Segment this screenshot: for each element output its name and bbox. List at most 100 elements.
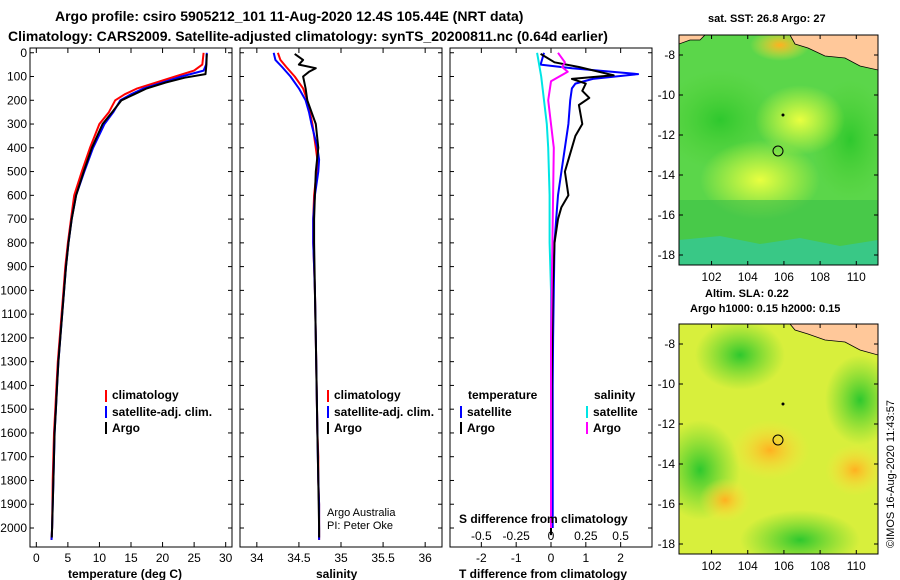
lon-tick-label: 104 [738, 270, 758, 284]
sla-high-patch [730, 420, 810, 480]
depth-tick-label: 300 [7, 117, 27, 131]
x-tick-label: 25 [187, 551, 201, 565]
depth-tick-label: 1300 [0, 355, 27, 369]
depth-tick-label: 400 [7, 141, 27, 155]
depth-tick-label: 2000 [0, 521, 27, 535]
series-argo [50, 53, 208, 538]
legend-climatology-label: climatology [112, 388, 179, 402]
difference-legend: temperature satellite Argo salinity sate… [459, 388, 638, 526]
lat-tick-label: -12 [658, 417, 676, 431]
temperature-axis-label: temperature (deg C) [68, 567, 182, 580]
annotation-argo-australia: Argo Australia [327, 507, 396, 519]
lat-tick-label: -14 [658, 457, 676, 471]
sla-patch [825, 355, 878, 445]
sla-map-frame [678, 323, 879, 555]
lat-tick-label: -12 [658, 128, 676, 142]
lat-tick-label: -8 [664, 337, 675, 351]
lat-tick-label: -16 [658, 497, 676, 511]
sst-map [679, 35, 878, 265]
series-satellite-adj-clim- [272, 52, 321, 540]
depth-tick-label: 1000 [0, 283, 27, 297]
lat-tick-label: -8 [664, 48, 675, 62]
depth-tick-label: 1100 [1, 307, 27, 321]
panel-2-content: 34 34.5 35 35.5 36 [240, 48, 442, 565]
s-tick-label: 0.5 [612, 529, 629, 543]
series-t-satellite [539, 52, 640, 528]
sst-map-frame [678, 34, 879, 266]
lon-tick-label: 108 [810, 270, 830, 284]
lat-tick-label: -14 [658, 168, 676, 182]
sst-map-axes: -8 -10 -12 -14 -16 -18 102 104 106 108 110 [658, 35, 878, 284]
legend-argo-label: Argo [334, 421, 362, 435]
salinity-axis-label: salinity [316, 567, 358, 580]
lon-tick-label: 106 [774, 270, 794, 284]
lat-tick-label: -18 [658, 537, 676, 551]
sst-map-title: sat. SST: 26.8 Argo: 27 [708, 13, 826, 25]
lon-tick-label: 104 [738, 559, 758, 573]
depth-tick-label: 800 [7, 236, 27, 250]
sst-cool-band [679, 236, 878, 265]
sla-map-axes: -8 -10 -12 -14 -16 -18 102 104 106 108 110 [658, 324, 878, 573]
series-s-argo [547, 52, 569, 528]
legend-t-argo-label: Argo [467, 421, 495, 435]
annotation-pi: PI: Peter Oke [327, 520, 393, 532]
sla-map [679, 324, 878, 554]
depth-tick-label: 1700 [0, 450, 27, 464]
christmas-island [781, 402, 785, 406]
series-argo [294, 53, 321, 538]
x-tick-label: 0 [33, 551, 40, 565]
salinity-legend: climatology satellite-adj. clim. Argo Ar… [327, 388, 434, 532]
s-tick-label: -0.25 [502, 529, 530, 543]
depth-tick-label: 1800 [0, 473, 27, 487]
x-tick-label: 0 [548, 551, 555, 565]
x-tick-label: -1 [511, 551, 522, 565]
christmas-island [781, 113, 785, 117]
title-line-2: Climatology: CARS2009. Satellite-adjuste… [8, 28, 608, 44]
land-java [789, 324, 878, 356]
legend-climatology-label: climatology [334, 388, 401, 402]
series-s-satellite [536, 52, 552, 528]
lon-tick-label: 110 [847, 559, 866, 573]
s-tick-label: 0 [548, 529, 555, 543]
x-tick-label: 15 [124, 551, 138, 565]
sla-high-patch [825, 444, 878, 496]
land-java [789, 35, 878, 71]
lon-tick-label: 102 [702, 559, 722, 573]
lon-tick-label: 102 [702, 270, 722, 284]
lon-tick-label: 106 [774, 559, 794, 573]
lat-tick-label: -10 [658, 377, 676, 391]
x-tick-label: 10 [93, 551, 107, 565]
x-tick-label: 36 [418, 551, 432, 565]
sla-patch [695, 324, 785, 390]
land-sumatra [679, 35, 706, 45]
temperature-plot-frame [29, 47, 233, 548]
s-tick-label: -0.5 [471, 529, 492, 543]
series-satellite-adj-clim- [50, 52, 208, 540]
legend-s-satellite-label: satellite [593, 405, 638, 419]
lon-tick-label: 110 [847, 270, 866, 284]
depth-tick-label: 1500 [0, 402, 27, 416]
legend-t-satellite-label: satellite [467, 405, 512, 419]
panel-3-content: -2 -1 0 1 2 -0.5 -0.25 0 0.25 0.5 [450, 48, 652, 565]
legend-temperature-heading: temperature [468, 388, 538, 402]
argo-position-marker [772, 145, 784, 157]
depth-tick-label: 1900 [0, 497, 27, 511]
sla-map-title-1: Altim. SLA: 0.22 [705, 288, 789, 300]
x-tick-label: 34.5 [287, 551, 311, 565]
temperature-legend: climatology satellite-adj. clim. Argo [105, 388, 212, 435]
legend-argo-label: Argo [112, 421, 140, 435]
salinity-plot-frame [239, 47, 443, 548]
x-tick-label: 35.5 [371, 551, 395, 565]
lon-tick-label: 108 [810, 559, 830, 573]
panel-1-content: 0 5 10 15 20 25 30 [30, 48, 233, 565]
legend-s-argo-label: Argo [593, 421, 621, 435]
x-tick-label: 30 [219, 551, 233, 565]
depth-tick-label: 200 [7, 93, 27, 107]
x-tick-label: 20 [156, 551, 170, 565]
depth-tick-label: 500 [7, 165, 27, 179]
legend-satellite-label: satellite-adj. clim. [334, 405, 434, 419]
depth-tick-label: 600 [7, 188, 27, 202]
legend-salinity-heading: salinity [594, 388, 636, 402]
lat-tick-label: -10 [658, 88, 676, 102]
